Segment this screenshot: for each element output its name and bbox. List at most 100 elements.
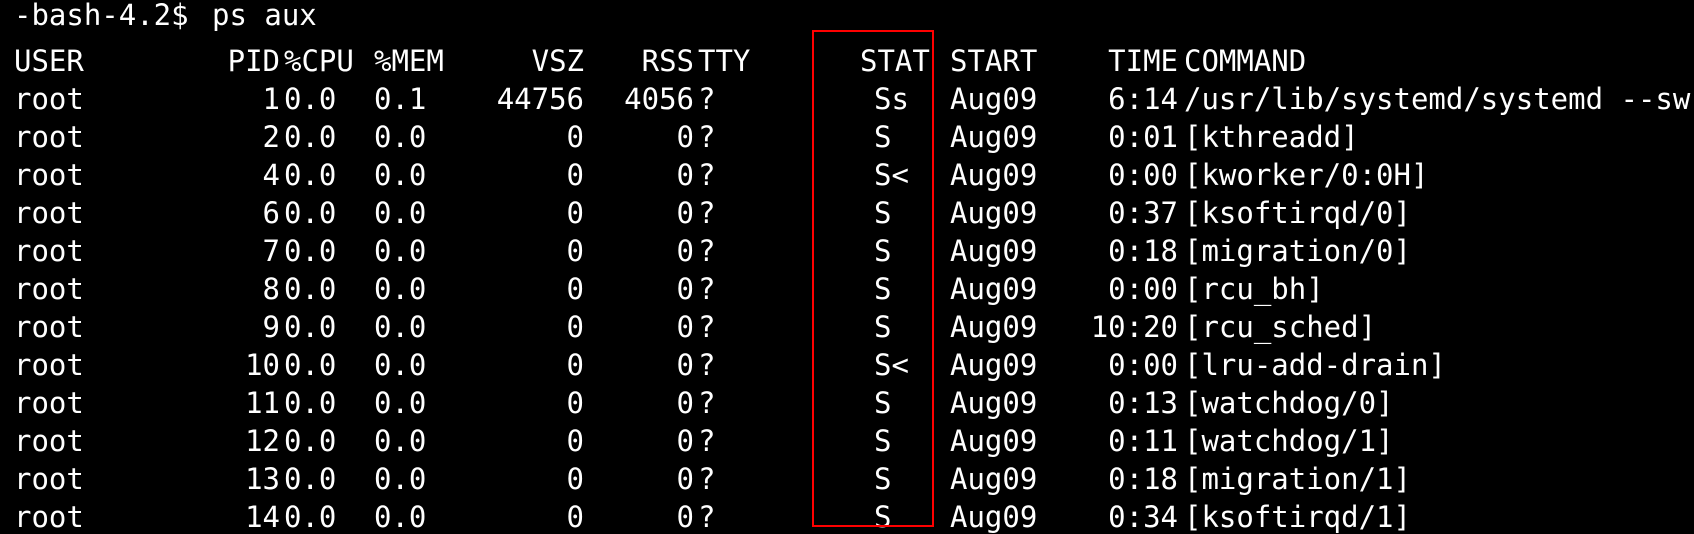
cell-cpu: 0.0	[284, 424, 337, 458]
cell-mem: 0.0	[374, 272, 427, 306]
cell-cpu: 0.0	[284, 348, 337, 382]
cell-user: root	[14, 234, 84, 268]
cell-user: root	[14, 500, 84, 534]
cell-vsz: 0	[566, 348, 584, 382]
cell-command: [migration/1]	[1184, 462, 1411, 496]
cell-command: [ksoftirqd/1]	[1184, 500, 1411, 534]
cell-user: root	[14, 310, 84, 344]
header-vsz: VSZ	[531, 44, 584, 78]
header-user: USER	[14, 44, 84, 78]
cell-mem: 0.0	[374, 234, 427, 268]
cell-rss: 0	[676, 272, 694, 306]
header-mem: %MEM	[374, 44, 444, 78]
cell-rss: 0	[676, 386, 694, 420]
cell-start: Aug09	[950, 272, 1038, 306]
cell-vsz: 0	[566, 158, 584, 192]
cell-command: [rcu_bh]	[1184, 272, 1324, 306]
cell-cpu: 0.0	[284, 196, 337, 230]
cell-user: root	[14, 272, 84, 306]
ps-command: ps aux	[212, 0, 317, 32]
cell-mem: 0.0	[374, 500, 427, 534]
cell-stat: S<	[874, 348, 909, 382]
cell-vsz: 0	[566, 196, 584, 230]
header-start: START	[950, 44, 1038, 78]
cell-mem: 0.0	[374, 120, 427, 154]
cell-vsz: 0	[566, 310, 584, 344]
cell-pid: 7	[262, 234, 280, 268]
cell-command: [kworker/0:0H]	[1184, 158, 1429, 192]
cell-tty: ?	[698, 500, 716, 534]
cell-tty: ?	[698, 196, 716, 230]
cell-mem: 0.0	[374, 424, 427, 458]
cell-vsz: 0	[566, 462, 584, 496]
cell-rss: 0	[676, 424, 694, 458]
cell-vsz: 0	[566, 272, 584, 306]
cell-time: 0:11	[1108, 424, 1178, 458]
cell-command: [kthreadd]	[1184, 120, 1359, 154]
cell-mem: 0.1	[374, 82, 427, 116]
cell-vsz: 0	[566, 234, 584, 268]
prompt-line: -bash-4.2$ ps aux	[14, 0, 317, 34]
cell-command: [migration/0]	[1184, 234, 1411, 268]
cell-rss: 0	[676, 120, 694, 154]
cell-start: Aug09	[950, 158, 1038, 192]
cell-start: Aug09	[950, 234, 1038, 268]
cell-pid: 12	[245, 424, 280, 458]
cell-tty: ?	[698, 348, 716, 382]
cell-command: [lru-add-drain]	[1184, 348, 1446, 382]
cell-pid: 13	[245, 462, 280, 496]
cell-stat: S	[874, 386, 892, 420]
cell-time: 0:37	[1108, 196, 1178, 230]
cell-stat: S	[874, 234, 892, 268]
header-stat: STAT	[860, 44, 930, 78]
cell-tty: ?	[698, 462, 716, 496]
cell-stat: S	[874, 462, 892, 496]
cell-time: 0:13	[1108, 386, 1178, 420]
cell-rss: 0	[676, 462, 694, 496]
cell-user: root	[14, 196, 84, 230]
cell-stat: S<	[874, 158, 909, 192]
cell-pid: 14	[245, 500, 280, 534]
cell-tty: ?	[698, 272, 716, 306]
cell-user: root	[14, 348, 84, 382]
stat-column-highlight	[812, 30, 934, 527]
cell-cpu: 0.0	[284, 272, 337, 306]
cell-cpu: 0.0	[284, 500, 337, 534]
cell-tty: ?	[698, 120, 716, 154]
cell-tty: ?	[698, 310, 716, 344]
cell-command: [rcu_sched]	[1184, 310, 1377, 344]
cell-start: Aug09	[950, 462, 1038, 496]
cell-cpu: 0.0	[284, 310, 337, 344]
cell-start: Aug09	[950, 348, 1038, 382]
cell-mem: 0.0	[374, 462, 427, 496]
cell-cpu: 0.0	[284, 120, 337, 154]
cell-pid: 4	[262, 158, 280, 192]
cell-cpu: 0.0	[284, 82, 337, 116]
cell-mem: 0.0	[374, 158, 427, 192]
cell-time: 10:20	[1090, 310, 1178, 344]
cell-mem: 0.0	[374, 348, 427, 382]
cell-rss: 0	[676, 348, 694, 382]
cell-pid: 8	[262, 272, 280, 306]
cell-pid: 10	[245, 348, 280, 382]
cell-time: 0:01	[1108, 120, 1178, 154]
cell-time: 6:14	[1108, 82, 1178, 116]
cell-tty: ?	[698, 424, 716, 458]
cell-command: [ksoftirqd/0]	[1184, 196, 1411, 230]
cell-user: root	[14, 120, 84, 154]
cell-start: Aug09	[950, 386, 1038, 420]
cell-time: 0:34	[1108, 500, 1178, 534]
cell-pid: 6	[262, 196, 280, 230]
header-tty: TTY	[698, 44, 751, 78]
cell-stat: S	[874, 120, 892, 154]
cell-start: Aug09	[950, 120, 1038, 154]
cell-time: 0:00	[1108, 272, 1178, 306]
cell-start: Aug09	[950, 196, 1038, 230]
table-header: USER PID %CPU %MEM VSZ RSS TTY STAT STAR…	[14, 42, 1306, 80]
cell-start: Aug09	[950, 82, 1038, 116]
cell-rss: 0	[676, 234, 694, 268]
cell-pid: 9	[262, 310, 280, 344]
cell-tty: ?	[698, 82, 716, 116]
cell-user: root	[14, 462, 84, 496]
